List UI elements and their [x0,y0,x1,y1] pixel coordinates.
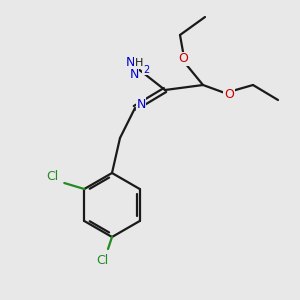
Text: N: N [129,68,139,80]
Text: N: N [136,98,146,110]
Text: NH: NH [126,56,144,68]
Text: O: O [178,52,188,65]
Text: O: O [224,88,234,101]
Text: Cl: Cl [96,254,108,268]
Text: H: H [135,58,143,68]
Text: 2: 2 [143,65,149,75]
Text: Cl: Cl [46,170,59,184]
